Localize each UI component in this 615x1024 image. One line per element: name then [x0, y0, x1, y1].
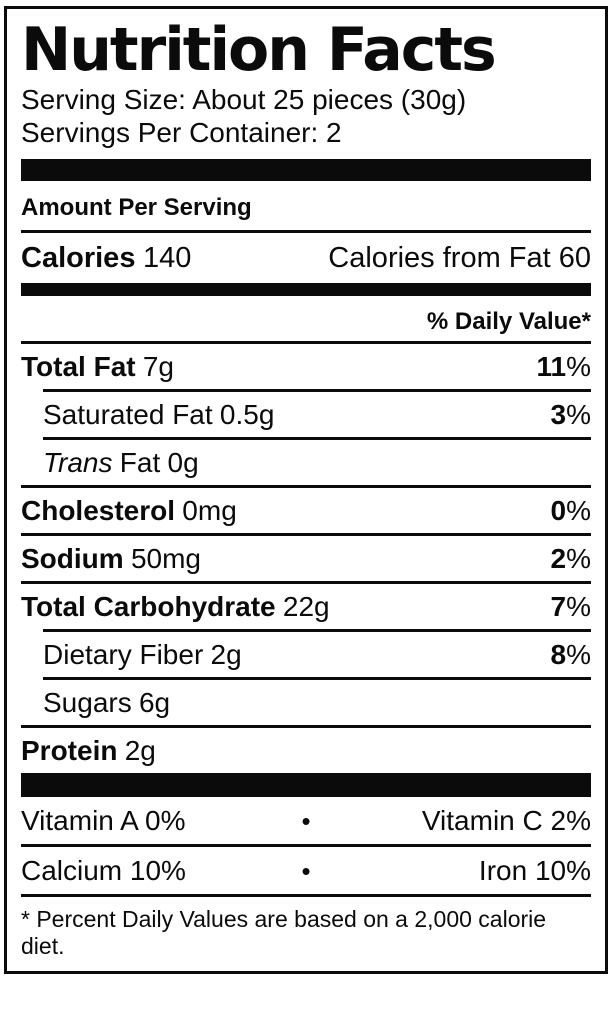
nutrient-dv: 8%: [550, 639, 591, 670]
rule-indented: [43, 677, 591, 680]
nutrient-row-total-carbohydrate: Total Carbohydrate 22g 7%: [21, 584, 591, 629]
nutrient-row-cholesterol: Cholesterol 0mg 0%: [21, 488, 591, 533]
amount-per-serving-heading: Amount Per Serving: [21, 194, 252, 221]
nutrient-name-amount: Sugars 6g: [43, 687, 171, 718]
nutrition-facts-label: Nutrition Facts Serving Size: About 25 p…: [4, 6, 608, 974]
nutrient-row-sodium: Sodium 50mg 2%: [21, 536, 591, 581]
vitamin-row-calcium-iron: Calcium 10% • Iron 10%: [21, 847, 591, 894]
calcium-value: Calcium 10%: [21, 855, 186, 886]
nutrient-name-amount: Saturated Fat 0.5g: [43, 399, 275, 430]
label-title: Nutrition Facts: [21, 15, 497, 85]
nutrient-name-amount: Total Carbohydrate 22g: [21, 591, 330, 622]
servings-per-container-line: Servings Per Container: 2: [21, 117, 342, 148]
calories-label: Calories: [21, 242, 136, 274]
calories-row: Calories 140 Calories from Fat 60: [21, 233, 591, 283]
rule-indented: [43, 437, 591, 440]
vitamin-c-value: Vitamin C 2%: [421, 805, 591, 836]
nutrient-row-trans-fat: Trans Fat 0g: [21, 440, 591, 485]
rule-under-amount-per-serving: [21, 230, 591, 233]
nutrient-row-dietary-fiber: Dietary Fiber 2g 8%: [21, 632, 591, 677]
nutrient-name-amount: Total Fat 7g: [21, 351, 175, 382]
rule-full: [21, 533, 591, 536]
thick-divider-calories: [21, 283, 591, 296]
nutrient-dv: 11%: [536, 351, 591, 382]
nutrient-dv: 7%: [550, 591, 591, 622]
rule-indented: [43, 629, 591, 632]
nutrient-name-amount: Sodium 50mg: [21, 543, 201, 574]
calories-value: 140: [142, 242, 192, 274]
daily-value-header: % Daily Value*: [426, 308, 591, 335]
thick-divider-bottom: [21, 773, 591, 797]
bullet-separator: •: [301, 856, 311, 886]
rule-full: [21, 485, 591, 488]
nutrient-dv: 3%: [550, 399, 591, 430]
nutrient-name-amount: Cholesterol 0mg: [21, 495, 237, 526]
rule-full: [21, 725, 591, 728]
bullet-separator: •: [301, 806, 311, 836]
nutrient-name-amount: Dietary Fiber 2g: [43, 639, 242, 670]
nutrient-row-saturated-fat: Saturated Fat 0.5g 3%: [21, 392, 591, 437]
nutrient-row-sugars: Sugars 6g: [21, 680, 591, 725]
nutrient-dv: 2%: [550, 543, 591, 574]
rule-indented: [43, 389, 591, 392]
iron-value: Iron 10%: [478, 855, 591, 886]
nutrient-row-protein: Protein 2g: [21, 728, 591, 773]
rule-full: [21, 894, 591, 897]
calories-from-fat: Calories from Fat 60: [328, 242, 591, 274]
nutrient-name-amount: Protein 2g: [21, 735, 156, 766]
rule-full: [21, 844, 591, 847]
thick-divider-top: [21, 159, 591, 181]
vitamin-row-a-c: Vitamin A 0% • Vitamin C 2%: [21, 797, 591, 844]
daily-value-footnote: * Percent Daily Values are based on a 2,…: [21, 906, 547, 959]
nutrient-dv: 0%: [550, 495, 591, 526]
calories-left: Calories 140: [21, 242, 191, 274]
serving-size-line: Serving Size: About 25 pieces (30g): [21, 84, 467, 115]
nutrient-name-amount: Trans Fat 0g: [43, 447, 199, 478]
vitamin-a-value: Vitamin A 0%: [21, 805, 186, 836]
nutrient-row-total-fat: Total Fat 7g 11%: [21, 344, 591, 389]
rule-full: [21, 341, 591, 344]
rule-full: [21, 581, 591, 584]
